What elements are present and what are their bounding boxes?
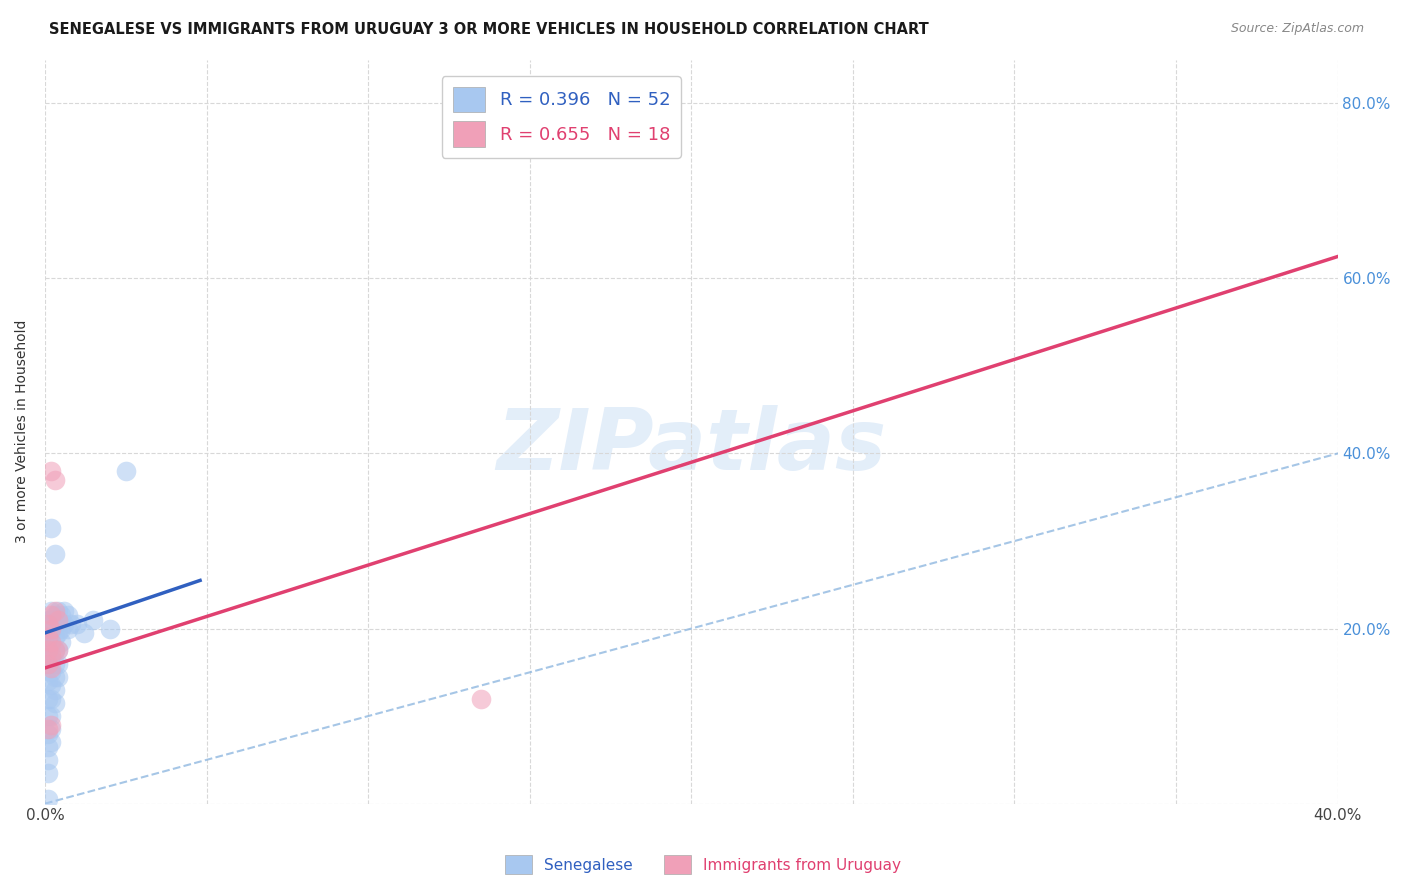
- Point: [53, 604, 76, 618]
- Point: [46, 657, 69, 671]
- Text: ZIPatlas: ZIPatlas: [496, 405, 886, 488]
- Point: [73, 626, 96, 640]
- Point: [46, 670, 69, 684]
- Point: [37, 739, 59, 754]
- Point: [46, 613, 69, 627]
- Point: [37, 674, 59, 689]
- Point: [41, 608, 63, 623]
- Point: [37, 657, 59, 671]
- Point: [41, 665, 63, 680]
- Point: [114, 464, 136, 478]
- Point: [44, 473, 66, 487]
- Point: [37, 792, 59, 806]
- Point: [46, 643, 69, 657]
- Point: [44, 630, 66, 644]
- Point: [41, 652, 63, 666]
- Y-axis label: 3 or more Vehicles in Household: 3 or more Vehicles in Household: [15, 320, 30, 543]
- Point: [66, 617, 89, 632]
- Point: [37, 726, 59, 740]
- Point: [44, 670, 66, 684]
- Text: Source: ZipAtlas.com: Source: ZipAtlas.com: [1230, 22, 1364, 36]
- Point: [44, 608, 66, 623]
- Point: [41, 648, 63, 662]
- Point: [41, 626, 63, 640]
- Point: [44, 643, 66, 657]
- Point: [37, 709, 59, 723]
- Point: [44, 682, 66, 697]
- Point: [44, 547, 66, 561]
- Point: [44, 657, 66, 671]
- Point: [46, 604, 69, 618]
- Point: [41, 678, 63, 692]
- Point: [41, 617, 63, 632]
- Point: [44, 643, 66, 657]
- Point: [37, 766, 59, 780]
- Point: [44, 617, 66, 632]
- Point: [41, 735, 63, 749]
- Point: [37, 643, 59, 657]
- Point: [37, 723, 59, 737]
- Point: [49, 608, 72, 623]
- Point: [41, 661, 63, 675]
- Point: [37, 643, 59, 657]
- Point: [56, 608, 79, 623]
- Point: [37, 617, 59, 632]
- Point: [41, 622, 63, 636]
- Point: [41, 709, 63, 723]
- Point: [37, 753, 59, 767]
- Point: [82, 613, 104, 627]
- Point: [44, 604, 66, 618]
- Point: [46, 643, 69, 657]
- Point: [44, 696, 66, 710]
- Point: [41, 639, 63, 653]
- Legend: R = 0.396   N = 52, R = 0.655   N = 18: R = 0.396 N = 52, R = 0.655 N = 18: [441, 76, 681, 158]
- Point: [41, 604, 63, 618]
- Point: [37, 691, 59, 706]
- Point: [41, 723, 63, 737]
- Text: SENEGALESE VS IMMIGRANTS FROM URUGUAY 3 OR MORE VEHICLES IN HOUSEHOLD CORRELATIO: SENEGALESE VS IMMIGRANTS FROM URUGUAY 3 …: [49, 22, 929, 37]
- Point: [37, 613, 59, 627]
- Point: [37, 630, 59, 644]
- Point: [56, 622, 79, 636]
- Point: [41, 718, 63, 732]
- Legend: Senegalese, Immigrants from Uruguay: Senegalese, Immigrants from Uruguay: [499, 849, 907, 880]
- Point: [59, 617, 82, 632]
- Point: [49, 634, 72, 648]
- Point: [470, 691, 492, 706]
- Point: [41, 464, 63, 478]
- Point: [46, 626, 69, 640]
- Point: [37, 630, 59, 644]
- Point: [41, 691, 63, 706]
- Point: [37, 657, 59, 671]
- Point: [46, 617, 69, 632]
- Point: [98, 622, 121, 636]
- Point: [49, 622, 72, 636]
- Point: [41, 521, 63, 535]
- Point: [53, 617, 76, 632]
- Point: [41, 634, 63, 648]
